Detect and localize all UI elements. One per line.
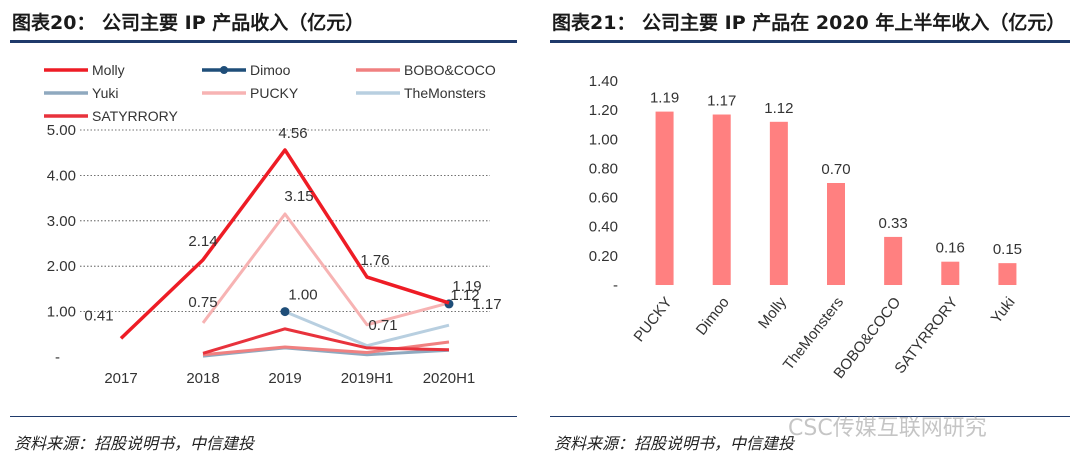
data-label-molly: 4.56 [278, 125, 307, 142]
bar-yuki [998, 263, 1017, 285]
bar-value-label: 1.19 [650, 90, 679, 107]
bar-molly [769, 121, 788, 285]
x-tick-label: 2017 [104, 370, 137, 387]
series-line-bobo&coco [202, 340, 450, 357]
bar-value-label: 0.15 [993, 241, 1022, 258]
y-tick-label: 5.00 [47, 122, 76, 139]
legend-label-bobo&coco: BOBO&COCO [404, 62, 496, 78]
left-chart-title: 图表20： 公司主要 IP 产品收入（亿元） [12, 12, 365, 34]
y-tick-label: 0.60 [589, 190, 618, 207]
y-tick-label: 1.40 [589, 73, 618, 90]
line-chart: Molly Dimoo BOBO&COCO Yuki PUCKY TheMonsters S… [44, 62, 502, 387]
x-tick-label: 2020H1 [423, 370, 476, 387]
y-tick-label: 0.40 [589, 219, 618, 236]
y-tick-label: 3.00 [47, 213, 76, 230]
bar-value-label: 1.17 [707, 93, 736, 110]
x-tick-label: PUCKY [631, 294, 676, 345]
right-source-rule [550, 416, 1070, 417]
right-chart-title: 图表21： 公司主要 IP 产品在 2020 年上半年收入（亿元） [552, 12, 1066, 34]
bar-value-label: 0.33 [879, 215, 908, 232]
legend-label-yuki: Yuki [92, 85, 118, 101]
bar-value-label: 1.12 [764, 100, 793, 117]
y-tick-label: - [613, 277, 618, 294]
bar-satyrrory [941, 261, 960, 285]
watermark-text: CSC传媒互联网研究 [788, 416, 987, 441]
y-tick-label: 1.20 [589, 102, 618, 119]
data-label-molly: 1.19 [452, 278, 481, 295]
bar-chart: - 0.20 0.40 0.60 0.80 1.00 1.20 1.40 1.19 PUCKY 1.… [589, 73, 1022, 382]
y-tick-label: 0.20 [589, 248, 618, 265]
x-tick-label: Molly [755, 294, 790, 332]
data-label-pucky: 0.75 [188, 294, 217, 311]
bar-dimoo [712, 114, 731, 285]
y-tick-label: - [55, 349, 60, 366]
series-line-molly [119, 148, 450, 340]
legend-label-satyrrory: SATYRRORY [92, 108, 178, 124]
bar-themonsters [827, 183, 845, 285]
x-tick-label: 2019H1 [341, 370, 394, 387]
legend-label-themonsters: TheMonsters [404, 85, 486, 101]
y-tick-label: 2.00 [47, 258, 76, 275]
data-label-themonsters: 1.12 [450, 287, 479, 304]
y-tick-label: 4.00 [47, 167, 76, 184]
series-line-themonsters [284, 310, 450, 348]
y-tick-label: 1.00 [47, 304, 76, 321]
data-label-pucky: 3.15 [284, 188, 313, 205]
data-point-dimoo [280, 307, 290, 317]
series-line-satyrrory [202, 327, 450, 355]
bar-value-label: 0.70 [821, 161, 850, 178]
x-tick-label: Dimoo [693, 294, 733, 339]
y-tick-label: 0.80 [589, 160, 618, 177]
data-label-dimoo: 1.17 [472, 296, 501, 313]
series-line-pucky [201, 212, 450, 327]
left-source-note: 资料来源：招股说明书，中信建投 [14, 434, 255, 453]
data-label-molly: 0.41 [84, 307, 113, 324]
x-tick-label: 2019 [268, 370, 301, 387]
legend-marker-dimoo [220, 66, 228, 74]
left-source-rule [10, 416, 517, 417]
x-tick-label: 2018 [186, 370, 219, 387]
bar-pucky [655, 111, 674, 285]
legend-label-pucky: PUCKY [250, 85, 299, 101]
legend-label-dimoo: Dimoo [250, 62, 291, 78]
x-tick-label: Yuki [988, 294, 1019, 327]
bar-value-label: 0.16 [936, 240, 965, 257]
legend-label-molly: Molly [92, 62, 125, 78]
data-label-pucky: 0.71 [368, 317, 397, 334]
data-label-molly: 2.14 [188, 233, 217, 250]
data-label-dimoo: 1.00 [288, 287, 317, 304]
right-title-rule [550, 40, 1070, 43]
data-label-molly: 1.76 [360, 252, 389, 269]
bar-bobo&coco [884, 236, 903, 285]
right-source-note: 资料来源：招股说明书，中信建投 [554, 434, 795, 453]
left-title-rule [10, 40, 517, 43]
y-tick-label: 1.00 [589, 131, 618, 148]
